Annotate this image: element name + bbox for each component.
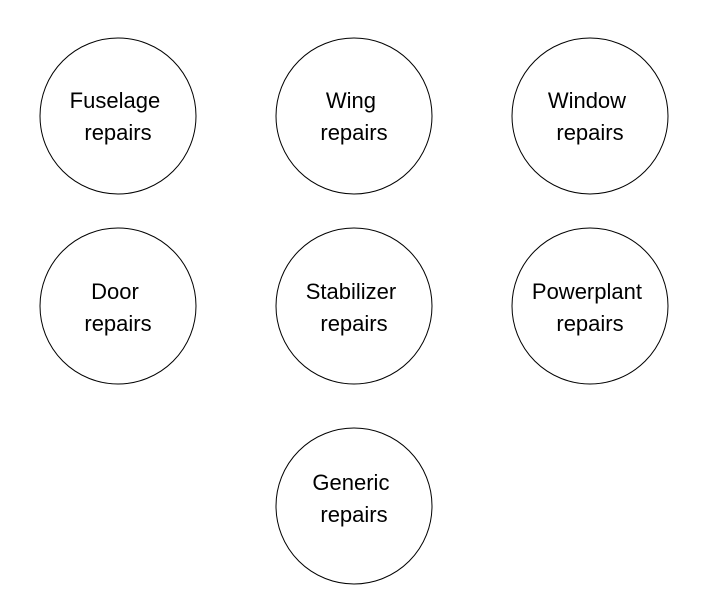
node-stabilizer[interactable]: Stabilizer repairs [275,227,433,385]
node-generic-circle [275,427,433,585]
node-fuselage-circle [39,37,197,195]
node-wing-line-1: Wing [326,88,376,113]
node-fuselage-label: Fuselage repairs [70,88,167,145]
node-door[interactable]: Door repairs [39,227,197,385]
node-powerplant-line-2: repairs [556,311,623,336]
node-stabilizer-line-1: Stabilizer [306,279,396,304]
node-window-circle [511,37,669,195]
node-wing-label: Wing repairs [320,88,387,145]
node-wing[interactable]: Wing repairs [275,37,433,195]
node-fuselage-line-1: Fuselage [70,88,161,113]
node-stabilizer-label: Stabilizer repairs [306,279,403,336]
node-window-line-2: repairs [556,120,623,145]
node-door-line-1: Door [91,279,139,304]
node-generic[interactable]: Generic repairs [275,427,433,585]
node-fuselage[interactable]: Fuselage repairs [39,37,197,195]
node-powerplant-label: Powerplant repairs [532,279,648,336]
node-generic-line-2: repairs [320,502,387,527]
node-door-label: Door repairs [84,279,151,336]
node-powerplant[interactable]: Powerplant repairs [511,227,669,385]
node-powerplant-circle [511,227,669,385]
node-wing-line-2: repairs [320,120,387,145]
node-generic-label: Generic repairs [312,470,395,527]
node-window[interactable]: Window repairs [511,37,669,195]
node-powerplant-line-1: Powerplant [532,279,642,304]
node-fuselage-line-2: repairs [84,120,151,145]
node-generic-line-1: Generic [312,470,389,495]
node-door-line-2: repairs [84,311,151,336]
node-door-circle [39,227,197,385]
node-window-label: Window repairs [548,88,632,145]
node-stabilizer-circle [275,227,433,385]
node-stabilizer-line-2: repairs [320,311,387,336]
node-window-line-1: Window [548,88,626,113]
node-wing-circle [275,37,433,195]
